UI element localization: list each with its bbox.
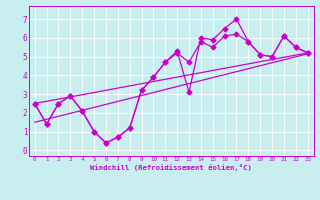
X-axis label: Windchill (Refroidissement éolien,°C): Windchill (Refroidissement éolien,°C): [90, 164, 252, 171]
